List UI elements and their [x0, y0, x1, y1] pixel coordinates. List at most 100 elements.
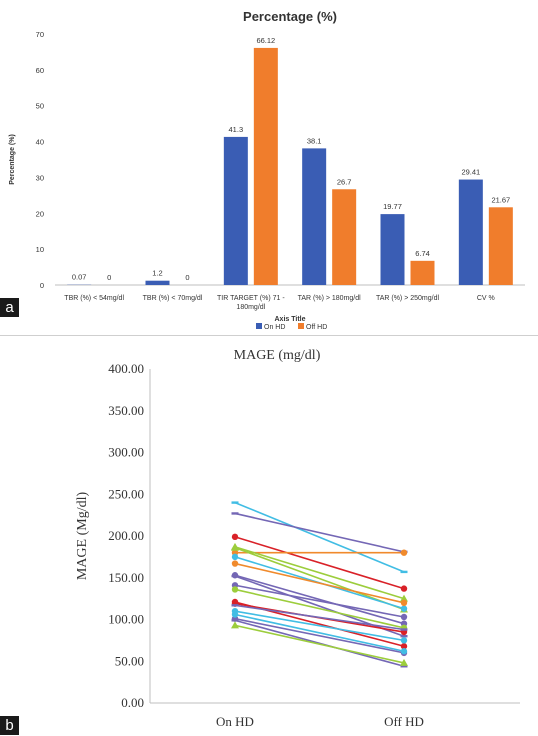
bar-off-hd	[488, 207, 513, 285]
series-marker	[400, 594, 408, 602]
series-line	[234, 536, 405, 590]
bar-off-hd	[410, 260, 435, 285]
y-axis-title: Percentage (%)	[9, 134, 16, 185]
data-label: 19.77	[383, 202, 402, 211]
series-line	[234, 584, 405, 618]
data-label: 66.12	[256, 36, 275, 45]
series-marker	[231, 604, 239, 607]
y-tick-label: 50	[36, 102, 44, 111]
series-line	[234, 613, 405, 653]
series-marker	[400, 637, 408, 644]
x-tick-label: On HD	[216, 714, 254, 729]
chart-title: MAGE (mg/dl)	[234, 348, 321, 363]
y-tick-label: 10	[36, 245, 44, 254]
data-label: 26.7	[337, 177, 352, 186]
series-line	[234, 562, 405, 604]
y-axis-title: MAGE (Mg/dl)	[75, 492, 90, 581]
y-tick-label: 300.00	[108, 445, 144, 460]
series-line	[234, 604, 405, 631]
series-line	[234, 501, 405, 573]
y-tick-label: 40	[36, 138, 44, 147]
x-tick-label: TBR (%) < 54mg/dl	[64, 295, 124, 302]
y-tick-label: 20	[36, 209, 44, 218]
x-tick-label: TIR TARGET (%) 71 -180mg/dl	[217, 295, 285, 311]
series-marker	[400, 643, 408, 650]
series-marker	[400, 585, 408, 592]
series-marker	[400, 635, 408, 638]
bar-chart-svg: Percentage (%) 0 10 20 30 40 50 60 70 Percentage …	[9, 9, 525, 331]
data-label: 6.74	[415, 249, 430, 258]
line-chart-svg: MAGE (mg/dl) 0.00 50.00 100.00 150.00 200.00 2…	[75, 348, 520, 729]
y-tick-label: 250.00	[108, 486, 144, 501]
y-tick-label: 100.00	[108, 612, 144, 627]
bar-on-hd	[145, 280, 170, 285]
bar-off-hd	[332, 189, 357, 285]
data-label: 29.41	[461, 168, 480, 177]
y-tick-label: 50.00	[115, 653, 144, 668]
y-tick-label: 150.00	[108, 570, 144, 585]
y-tick-label: 70	[36, 30, 44, 39]
series-marker	[231, 501, 239, 504]
bar-off-hd	[253, 47, 278, 286]
legend-label: Off HD	[306, 324, 327, 331]
data-label: 1.2	[152, 269, 162, 278]
series-marker	[400, 648, 408, 655]
series-line	[234, 546, 405, 600]
x-tick-label: TBR (%) < 70mg/dl	[143, 295, 203, 302]
series-marker	[231, 553, 239, 561]
legend-swatch	[256, 323, 262, 329]
x-tick-label: TAR (%) > 180mg/dl	[298, 295, 362, 302]
y-tick-label: 350.00	[108, 403, 144, 418]
bar-on-hd	[302, 148, 327, 285]
data-label: 0	[107, 273, 111, 282]
series-marker	[231, 619, 239, 622]
series-marker	[400, 628, 408, 631]
panel-b-line-chart: MAGE (mg/dl) 0.00 50.00 100.00 150.00 200.00 2…	[0, 336, 538, 736]
data-label: 41.3	[229, 125, 244, 134]
x-tick-label: Off HD	[384, 714, 424, 729]
series-marker	[231, 586, 239, 593]
series-line	[234, 574, 405, 625]
series-line	[234, 624, 405, 664]
data-label: 0.07	[72, 273, 87, 282]
x-tick-label: CV %	[477, 295, 495, 302]
series-marker	[231, 560, 239, 567]
bar-on-hd	[458, 179, 483, 285]
series-line	[234, 617, 405, 654]
x-tick-label: TAR (%) > 250mg/dl	[376, 295, 440, 302]
legend-swatch	[298, 323, 304, 329]
bar-on-hd	[380, 214, 405, 285]
series-marker	[400, 599, 408, 606]
data-label: 21.67	[491, 195, 510, 204]
y-tick-label: 200.00	[108, 528, 144, 543]
bar-on-hd	[223, 136, 248, 285]
panel-b-label: b	[0, 716, 19, 735]
series-marker	[231, 512, 239, 515]
data-label: 0	[185, 273, 189, 282]
series-line	[234, 610, 405, 642]
legend-label: On HD	[264, 324, 285, 331]
y-tick-label: 30	[36, 173, 44, 182]
series-marker	[400, 658, 408, 666]
data-label: 38.1	[307, 136, 322, 145]
series-marker	[231, 621, 239, 629]
series-marker	[400, 549, 408, 556]
series-line	[234, 512, 405, 553]
series-marker	[231, 533, 239, 541]
series-line	[234, 619, 405, 668]
series-marker	[231, 543, 239, 551]
series-marker	[231, 574, 239, 578]
y-tick-label: 0.00	[121, 695, 144, 710]
panel-a-label: a	[0, 298, 19, 317]
y-tick-label: 60	[36, 66, 44, 75]
y-tick-label: 400.00	[108, 361, 144, 376]
series-marker	[400, 605, 408, 612]
series-marker	[400, 665, 408, 668]
series-marker	[400, 570, 408, 574]
series-marker	[400, 613, 408, 621]
panel-a-bar-chart: Percentage (%) 0 10 20 30 40 50 60 70 Percentage …	[0, 0, 538, 336]
y-tick-label: 0	[40, 281, 44, 290]
series-marker	[231, 611, 239, 618]
chart-title: Percentage (%)	[243, 9, 337, 24]
x-axis-title: Axis Title	[275, 316, 306, 323]
